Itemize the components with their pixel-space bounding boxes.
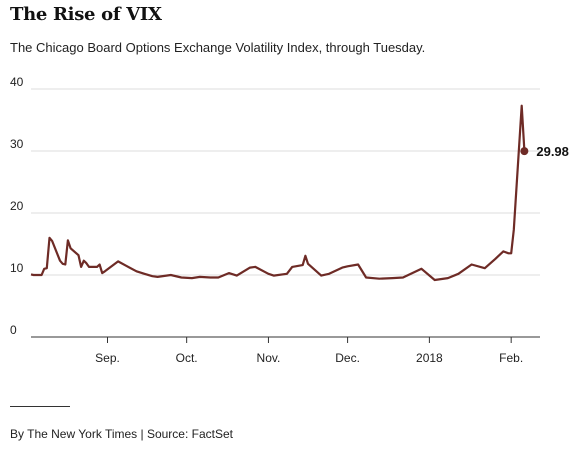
x-tick-label-Sep.: Sep. <box>95 351 120 365</box>
x-tick-label-2018: 2018 <box>416 351 443 365</box>
y-tick-label-10: 10 <box>10 261 24 275</box>
y-tick-label-20: 20 <box>10 199 24 213</box>
chart-title: The Rise of VIX <box>10 4 162 25</box>
series-line-VIX <box>30 104 526 282</box>
x-tick-label-Nov.: Nov. <box>257 351 281 365</box>
series-layer <box>30 104 526 282</box>
y-tick-label-40: 40 <box>10 75 24 89</box>
y-axis-tick-labels: 0 10 20 30 40 <box>10 75 24 337</box>
x-tick-label-Feb.: Feb. <box>499 351 523 365</box>
y-tick-label-0: 0 <box>10 323 17 337</box>
x-axis: Sep. Oct. Nov. Dec. 2018 Feb. <box>95 337 523 365</box>
x-tick-label-Oct.: Oct. <box>176 351 198 365</box>
end-point-dot <box>520 147 529 156</box>
chart-subtitle: The Chicago Board Options Exchange Volat… <box>10 40 426 55</box>
grid-lines <box>31 88 540 338</box>
source-credit: By The New York Times | Source: FactSet <box>10 427 233 441</box>
end-value-marker: 29.98 <box>520 144 569 159</box>
vix-line-chart: 0 10 20 30 40 Sep. Oct. Nov. Dec. 2018 Feb. 29.98 <box>10 75 569 365</box>
credit-divider <box>10 406 70 407</box>
y-tick-label-30: 30 <box>10 137 24 151</box>
x-tick-label-Dec.: Dec. <box>335 351 360 365</box>
end-value-label: 29.98 <box>536 144 569 159</box>
